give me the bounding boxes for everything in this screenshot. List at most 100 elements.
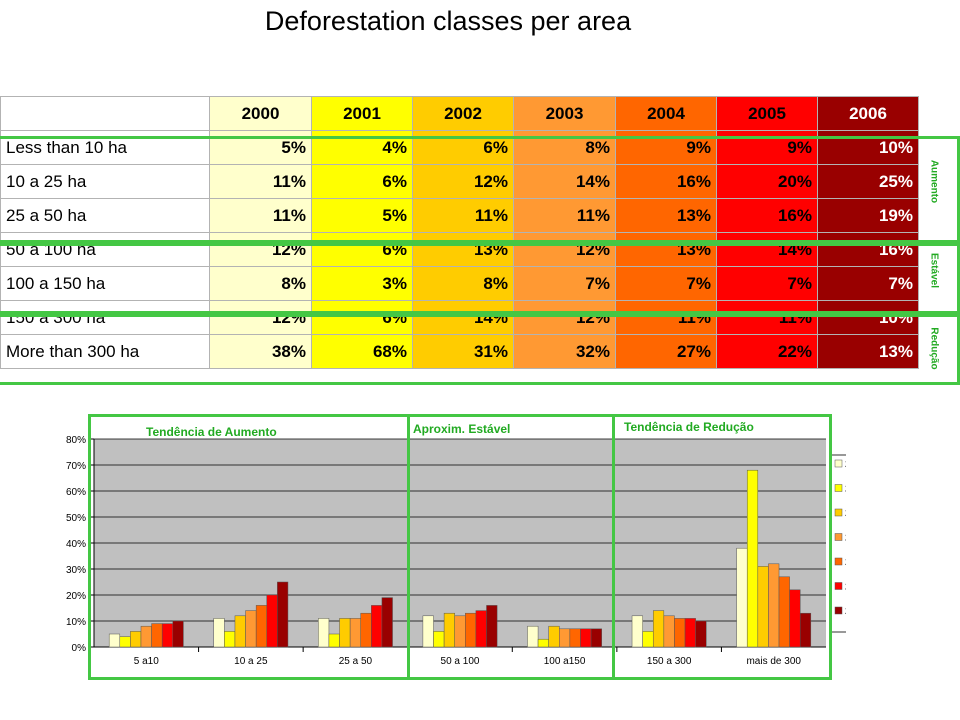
legend-swatch (834, 557, 843, 566)
table-group-label-aumento: Aumento (928, 159, 940, 204)
table-cell: 27% (615, 334, 717, 369)
bar (172, 620, 184, 648)
y-tick-label: 60% (66, 487, 86, 498)
legend-label: 2003 (845, 533, 846, 543)
legend-label: 2005 (845, 582, 846, 592)
y-tick-label: 50% (66, 513, 86, 524)
bar-chart-panel: 0% 10% 20% 30% 40% 50% 60% 70% 80% 5 a10 10 a 25 25… (34, 412, 870, 684)
legend-swatch (834, 484, 843, 492)
table-cell: 3% (311, 266, 413, 301)
legend-label: 2004 (845, 557, 846, 567)
table-cell: 11% (716, 300, 818, 335)
table-cell: 11% (412, 198, 514, 233)
table-cell: 13% (615, 198, 717, 233)
row-label: 150 a 300 ha (0, 300, 210, 335)
y-tick-label: 20% (66, 591, 86, 602)
bar (318, 618, 330, 648)
legend-swatch (834, 459, 843, 468)
page-title: Deforestation classes per area (264, 6, 632, 36)
year-header: 2005 (716, 96, 818, 131)
table-header-row: 2000 2001 2002 2003 2004 2005 2006 (0, 96, 919, 131)
table-cell: 14% (716, 232, 818, 267)
table-cell: 20% (716, 164, 818, 199)
table-corner-cell (0, 96, 210, 131)
legend-swatch (834, 582, 843, 590)
x-tick-label: 5 a10 (134, 656, 159, 667)
table-group-box-estavel (0, 243, 960, 314)
x-tick-label: 50 a 100 (441, 656, 480, 667)
row-label: 10 a 25 ha (0, 164, 210, 199)
bar (590, 628, 602, 648)
bar (486, 605, 498, 648)
chart-group-box-aumento (88, 414, 410, 680)
x-tick-label: 25 a 50 (339, 656, 373, 667)
bar (746, 469, 759, 648)
table-group-box-aumento (0, 136, 960, 243)
legend-label: 2000 (845, 459, 846, 469)
x-tick-label: 150 a 300 (647, 656, 692, 667)
table-cell: 13% (615, 232, 717, 267)
bar (695, 620, 707, 648)
bar-chart: 0% 10% 20% 30% 40% 50% 60% 70% 80% 5 a10 10 a 25 25… (66, 435, 870, 667)
table-cell: 68% (311, 334, 413, 369)
chart-group-label-aumento: Tendência de Aumento (146, 425, 277, 439)
table-cell: 10% (817, 300, 919, 335)
legend-label: 2006 (845, 606, 846, 616)
bar (277, 581, 289, 648)
year-header: 2002 (412, 96, 514, 131)
legend-swatch (834, 533, 843, 541)
table-cell: 31% (412, 334, 514, 369)
table-cell: 25% (817, 164, 919, 199)
table-row: 25 a 50 ha 11% 5% 11% 11% 13% 16% 19% (0, 198, 919, 233)
table-cell: 7% (716, 266, 818, 301)
table-cell: 16% (615, 164, 717, 199)
legend-swatch (834, 508, 843, 517)
table-cell: 16% (817, 232, 919, 267)
table-cell: 12% (412, 164, 514, 199)
table-cell: 19% (817, 198, 919, 233)
table-cell: 13% (817, 334, 919, 369)
table-row: More than 300 ha 38% 68% 31% 32% 27% 22% 13% (0, 334, 919, 369)
table-cell: 14% (412, 300, 514, 335)
x-tick-label: 10 a 25 (234, 656, 268, 667)
legend-swatch (834, 606, 843, 615)
table-group-label-reducao: Redução (928, 327, 940, 370)
y-tick-label: 0% (72, 643, 87, 654)
table-cell: 22% (716, 334, 818, 369)
table-row: 10 a 25 ha 11% 6% 12% 14% 16% 20% 25% (0, 164, 919, 199)
chart-group-label-reducao: Tendência de Redução (624, 420, 754, 434)
table-cell: 32% (513, 334, 616, 369)
table-row: 50 a 100 ha 12% 6% 13% 12% 13% 14% 16% (0, 232, 919, 267)
table-cell: 5% (209, 130, 312, 165)
year-header: 2001 (311, 96, 413, 131)
table-row: 100 a 150 ha 8% 3% 8% 7% 7% 7% 7% (0, 266, 919, 301)
year-header: 2004 (615, 96, 717, 131)
x-tick-label: 100 a150 (544, 656, 586, 667)
chart-group-label-estavel: Aproxim. Estável (413, 422, 511, 436)
row-label: 25 a 50 ha (0, 198, 210, 233)
y-tick-label: 40% (66, 539, 86, 550)
table-cell: 8% (209, 266, 312, 301)
table-group-box-reducao (0, 314, 960, 385)
bar (799, 612, 812, 648)
legend-box (830, 454, 870, 633)
table-cell: 12% (209, 232, 312, 267)
table-cell: 7% (615, 266, 717, 301)
table-cell: 13% (412, 232, 514, 267)
bar (527, 625, 539, 648)
year-header: 2003 (513, 96, 616, 131)
table-cell: 7% (513, 266, 616, 301)
table-row: 150 a 300 ha 12% 6% 14% 12% 11% 11% 10% (0, 300, 919, 335)
y-tick-label: 80% (66, 435, 86, 446)
table-cell: 38% (209, 334, 312, 369)
year-header: 2000 (209, 96, 312, 131)
bar (381, 597, 393, 648)
y-tick-label: 70% (66, 461, 86, 472)
table-cell: 5% (311, 198, 413, 233)
chart-group-box-estavel (407, 414, 615, 680)
y-tick-label: 30% (66, 565, 86, 576)
chart-group-box-reducao (612, 414, 832, 680)
table-cell: 6% (311, 164, 413, 199)
row-label: 100 a 150 ha (0, 266, 210, 301)
row-label: More than 300 ha (0, 334, 210, 369)
